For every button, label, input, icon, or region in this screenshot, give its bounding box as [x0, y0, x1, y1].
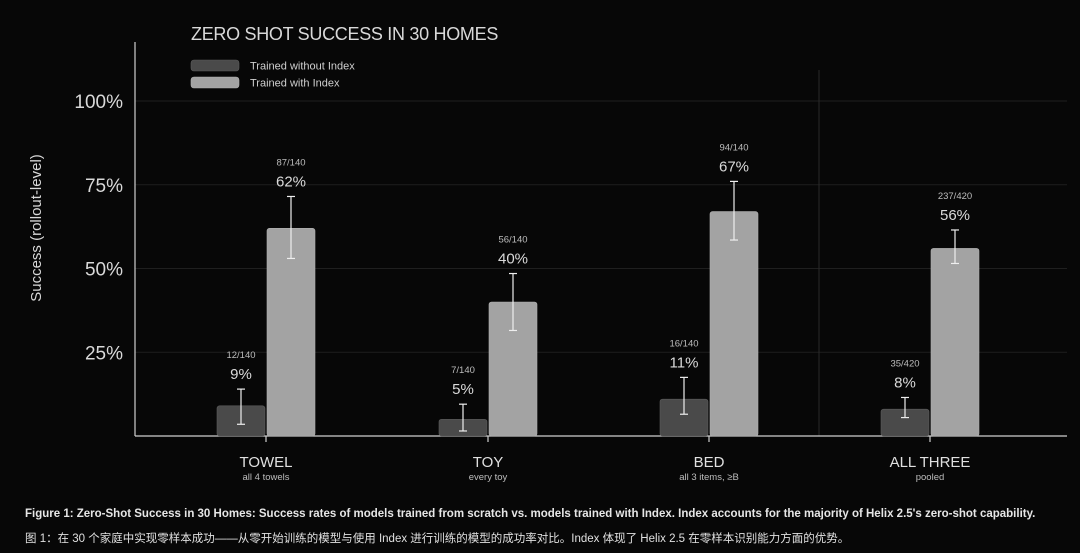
value-label: 9%: [230, 366, 252, 383]
legend: Trained without Index Trained with Index: [190, 59, 355, 90]
x-tick-sublabel: pooled: [916, 472, 945, 483]
x-tick-sublabel: every toy: [469, 472, 508, 483]
x-tick-label: ALL THREE: [890, 454, 971, 471]
bar-chart: ZERO SHOT SUCCESS IN 30 HOMES 25% 50% 75% 1…: [28, 24, 1067, 483]
x-tick-label: BED: [694, 454, 725, 471]
count-label: 87/140: [276, 157, 305, 168]
figure-caption-english: Figure 1: Zero-Shot Success in 30 Homes:…: [25, 508, 1036, 520]
count-label: 94/140: [719, 142, 748, 153]
count-label: 16/140: [669, 338, 698, 349]
y-tick-label: 75%: [85, 176, 123, 197]
bar: [266, 228, 316, 437]
legend-swatch: [190, 59, 240, 72]
y-tick-label: 100%: [74, 92, 123, 113]
x-tick-label: TOY: [473, 454, 504, 471]
value-label: 67%: [719, 158, 749, 175]
y-axis-label: Success (rollout-level): [28, 154, 45, 302]
legend-swatch: [190, 76, 240, 89]
x-tick-sublabel: all 4 towels: [243, 472, 290, 483]
value-label: 5%: [452, 381, 474, 398]
value-label: 62%: [276, 173, 306, 190]
figure-caption-chinese: 图 1：在 30 个家庭中实现零样本成功——从零开始训练的模型与使用 Index…: [25, 533, 850, 545]
count-label: 12/140: [226, 350, 255, 361]
value-label: 40%: [498, 251, 528, 268]
value-label: 8%: [894, 374, 916, 391]
chart-title: ZERO SHOT SUCCESS IN 30 HOMES: [191, 24, 498, 44]
y-tick-label: 25%: [85, 343, 123, 364]
x-tick-sublabel: all 3 items, ≥B: [679, 472, 739, 483]
legend-label: Trained without Index: [250, 61, 355, 73]
y-tick-label: 50%: [85, 260, 123, 281]
count-label: 7/140: [451, 365, 475, 376]
bar: [930, 248, 980, 437]
count-label: 237/420: [938, 191, 972, 202]
legend-label: Trained with Index: [250, 78, 340, 90]
value-label: 11%: [670, 354, 699, 371]
value-label: 56%: [940, 207, 970, 224]
count-label: 35/420: [890, 358, 919, 369]
bars: [216, 180, 980, 437]
data-labels: 9% 12/140 5% 7/140 11% 16/140 8% 35/420 62% 87/14…: [226, 142, 972, 398]
count-label: 56/140: [498, 235, 527, 246]
x-tick-label: TOWEL: [239, 454, 292, 471]
bar: [709, 211, 759, 437]
